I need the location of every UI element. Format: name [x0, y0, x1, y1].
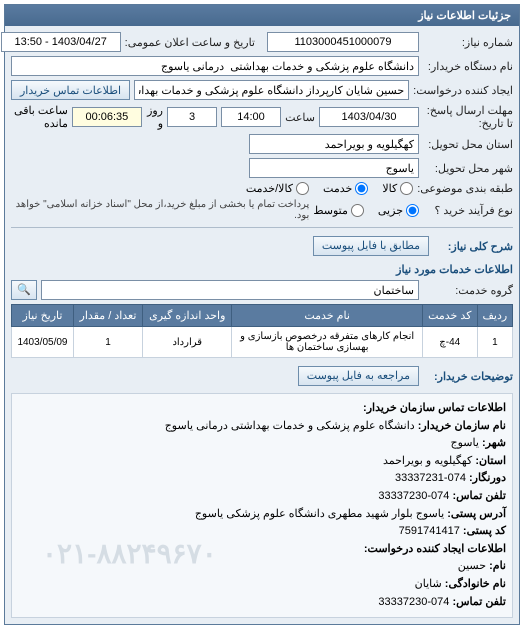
th-unit: واحد اندازه گیری	[143, 305, 232, 327]
services-info-title: اطلاعات خدمات مورد نیاز	[11, 263, 513, 276]
creator-label: ایجاد کننده درخواست:	[413, 84, 513, 97]
deadline-time-input[interactable]	[221, 107, 281, 127]
th-code: کد خدمت	[422, 305, 477, 327]
overall-desc-label: شرح کلی نیاز:	[433, 240, 513, 253]
table-header-row: ردیف کد خدمت نام خدمت واحد اندازه گیری ت…	[12, 305, 513, 327]
subject-cat-label: طبقه بندی موضوعی:	[417, 182, 513, 195]
buyer-contact-button[interactable]: اطلاعات تماس خریدار	[11, 80, 130, 100]
deadline-date-input[interactable]	[319, 107, 419, 127]
separator-1	[11, 227, 513, 228]
announce-dt-input[interactable]	[1, 32, 121, 52]
creator-input[interactable]	[134, 80, 409, 100]
th-name: نام خدمت	[232, 305, 422, 327]
details-panel: جزئیات اطلاعات نیاز شماره نیاز: تاریخ و …	[4, 4, 520, 625]
buyer-org-label: نام دستگاه خریدار:	[423, 60, 513, 73]
buyer-notes-button[interactable]: مراجعه به فایل پیوست	[298, 366, 419, 386]
city-input[interactable]	[249, 158, 419, 178]
deadline-label: مهلت ارسال پاسخ: تا تاریخ:	[423, 104, 513, 130]
subject-service-radio[interactable]: خدمت	[323, 182, 368, 195]
td-name: انجام کارهای متفرقه درخصوص بازسازی و بهس…	[232, 327, 422, 358]
td-qty: 1	[73, 327, 142, 358]
remaining-input	[72, 107, 142, 127]
province-input[interactable]	[249, 134, 419, 154]
buyer-notes-label: توضیحات خریدار:	[423, 370, 513, 383]
purchase-type-radio-group: جزیی متوسط	[313, 204, 419, 217]
city-label: شهر محل تحویل:	[423, 162, 513, 175]
subject-both-radio[interactable]: کالا/خدمت	[246, 182, 309, 195]
th-need-date: تاریخ نیاز	[12, 305, 74, 327]
pt-note: پرداخت تمام یا بخشی از مبلغ خرید،از محل …	[11, 199, 309, 221]
pt-small-radio[interactable]: جزیی	[378, 204, 419, 217]
subject-goods-radio[interactable]: کالا	[382, 182, 413, 195]
service-group-label: گروه خدمت:	[423, 284, 513, 297]
subject-radio-group: کالا خدمت کالا/خدمت	[246, 182, 413, 195]
td-unit: قرارداد	[143, 327, 232, 358]
time-label-1: ساعت	[285, 111, 315, 124]
th-row: ردیف	[477, 305, 512, 327]
overall-desc-button[interactable]: مطابق با فایل پیوست	[313, 236, 429, 256]
province-label: استان محل تحویل:	[423, 138, 513, 151]
announce-dt-label: تاریخ و ساعت اعلان عمومی:	[125, 36, 255, 49]
service-group-input[interactable]	[41, 280, 419, 300]
contact-block: اطلاعات تماس سازمان خریدار: نام سازمان خ…	[11, 393, 513, 618]
pt-medium-radio[interactable]: متوسط	[313, 204, 364, 217]
services-table: ردیف کد خدمت نام خدمت واحد اندازه گیری ت…	[11, 304, 513, 358]
days-input[interactable]	[167, 107, 217, 127]
td-idx: 1	[477, 327, 512, 358]
td-code: 44-چ	[422, 327, 477, 358]
table-row[interactable]: 1 44-چ انجام کارهای متفرقه درخصوص بازساز…	[12, 327, 513, 358]
purchase-type-label: نوع فرآیند خرید ؟	[423, 204, 513, 217]
search-icon[interactable]: 🔍	[11, 280, 37, 300]
requester-title: اطلاعات ایجاد کننده درخواست:	[364, 543, 506, 555]
need-no-input[interactable]	[267, 32, 419, 52]
contact-title: اطلاعات تماس سازمان خریدار:	[363, 402, 506, 414]
need-no-label: شماره نیاز:	[423, 36, 513, 49]
th-qty: تعداد / مقدار	[73, 305, 142, 327]
td-need-date: 1403/05/09	[12, 327, 74, 358]
remaining-label: ساعت باقی مانده	[11, 104, 68, 130]
panel-body: شماره نیاز: تاریخ و ساعت اعلان عمومی: نا…	[5, 26, 519, 624]
days-label: روز و	[146, 104, 163, 130]
buyer-org-input[interactable]	[11, 56, 419, 76]
panel-title: جزئیات اطلاعات نیاز	[5, 5, 519, 26]
